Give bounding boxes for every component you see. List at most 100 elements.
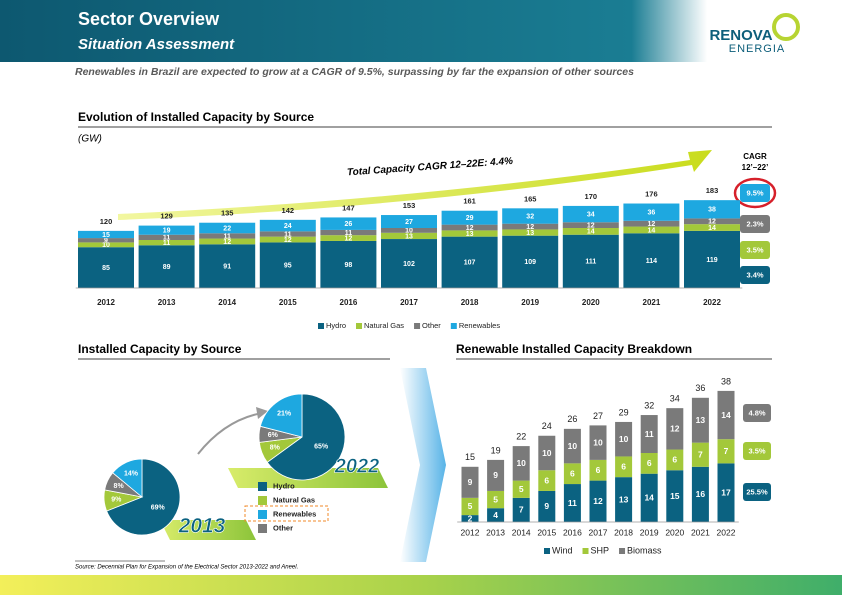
segment-label: 11 — [345, 230, 353, 237]
bar-segment — [138, 240, 195, 246]
x-tick-label: 2015 — [537, 527, 556, 537]
pie-slice — [106, 458, 181, 536]
segment-label: 12 — [648, 221, 656, 228]
bar-segment — [199, 222, 256, 234]
x-tick-label: 2022 — [717, 527, 736, 537]
legend-label: Other — [422, 321, 441, 330]
x-tick-label: 2013 — [486, 527, 505, 537]
legend-swatch — [318, 323, 324, 329]
bar-segment — [512, 497, 530, 522]
segment-label: 7 — [519, 505, 524, 515]
cagr-label: 4.8% — [748, 408, 765, 417]
total-label: 165 — [524, 194, 537, 203]
x-tick-label: 2012 — [97, 298, 115, 307]
segment-label: 10 — [516, 458, 526, 468]
slice-label: 21% — [277, 411, 292, 418]
segment-label: 10 — [102, 242, 110, 249]
highlight-box — [244, 505, 329, 522]
bar-segment — [562, 205, 619, 223]
bar-segment — [666, 408, 684, 450]
legend-label: Renewables — [459, 321, 501, 330]
segment-label: 36 — [648, 210, 656, 217]
slice-label: 8% — [114, 483, 125, 490]
segment-label: 119 — [706, 257, 717, 264]
total-label: 29 — [619, 407, 629, 417]
cagr-box — [740, 241, 770, 259]
bar-segment — [589, 425, 607, 460]
bar-segment — [502, 208, 559, 224]
bar-segment — [487, 490, 505, 509]
legend-label: Biomass — [627, 545, 662, 555]
segment-label: 15 — [670, 491, 680, 501]
pie-arrow-head — [256, 407, 268, 419]
bar-segment — [640, 473, 658, 522]
segment-label: 111 — [585, 259, 596, 266]
segment-label: 13 — [526, 230, 534, 237]
bar-segment — [563, 484, 581, 522]
bar-segment — [381, 232, 437, 240]
segment-label: 12 — [345, 235, 353, 242]
cagr-label: 2.3% — [746, 219, 763, 228]
segment-label: 2 — [468, 513, 473, 523]
segment-label: 11 — [163, 235, 171, 242]
total-label: 129 — [160, 212, 173, 221]
pie-arrow — [197, 412, 263, 455]
total-label: 142 — [282, 206, 295, 215]
legend-swatch — [619, 548, 626, 554]
bar-segment — [666, 470, 684, 522]
segment-label: 34 — [587, 211, 595, 218]
pie-slice — [259, 393, 303, 438]
total-label: 19 — [491, 445, 501, 455]
legend-label: Renewables — [273, 509, 316, 518]
bar-segment — [502, 223, 559, 230]
bar-segment — [666, 449, 684, 471]
bar-segment — [563, 428, 581, 464]
cagr-label: 3.5% — [748, 446, 765, 455]
tagline: Renewables in Brazil are expected to gro… — [75, 66, 634, 78]
segment-label: 11 — [163, 240, 171, 247]
bar-segment — [138, 225, 195, 235]
x-tick-label: 2016 — [340, 298, 358, 307]
bar-segment — [259, 242, 316, 288]
segment-label: 38 — [708, 207, 716, 214]
bar-segment — [259, 219, 316, 232]
segment-label: 9 — [493, 470, 498, 480]
total-label: 36 — [695, 383, 705, 393]
x-tick-label: 2021 — [691, 527, 710, 537]
segment-label: 98 — [345, 262, 353, 269]
x-tick-label: 2012 — [461, 527, 480, 537]
bar-segment — [640, 415, 658, 453]
slice-label: 9% — [111, 496, 122, 503]
bar-segment — [562, 234, 619, 288]
legend-swatch — [258, 496, 267, 505]
segment-label: 109 — [524, 259, 536, 266]
bar-segment — [381, 228, 437, 233]
x-tick-label: 2021 — [643, 298, 661, 307]
x-tick-label: 2018 — [614, 527, 633, 537]
bar-segment — [78, 238, 134, 243]
legend-label: Wind — [552, 545, 573, 555]
bar-segment — [487, 459, 505, 491]
x-tick-label: 2017 — [589, 527, 608, 537]
segment-label: 11 — [223, 233, 231, 240]
segment-label: 89 — [163, 264, 171, 271]
growth-arrow — [118, 150, 712, 220]
segment-label: 10 — [568, 441, 578, 451]
segment-label: 7 — [724, 446, 729, 456]
segment-label: 14 — [721, 410, 731, 420]
segment-label: 12 — [670, 424, 680, 434]
bar-segment — [78, 242, 134, 248]
segment-label: 29 — [466, 215, 474, 222]
segment-label: 95 — [284, 263, 292, 270]
total-label: 34 — [670, 394, 680, 404]
segment-label: 12 — [526, 224, 534, 231]
segment-label: 9 — [104, 238, 108, 245]
segment-label: 9 — [544, 501, 549, 511]
total-label: 153 — [403, 201, 416, 210]
highlight-circle — [733, 177, 777, 209]
year-label: 2013 — [178, 515, 226, 538]
section-title: Renewable Installed Capacity Breakdown — [456, 342, 692, 356]
legend-swatch — [582, 548, 589, 554]
platform — [160, 520, 256, 540]
segment-label: 114 — [646, 258, 657, 265]
